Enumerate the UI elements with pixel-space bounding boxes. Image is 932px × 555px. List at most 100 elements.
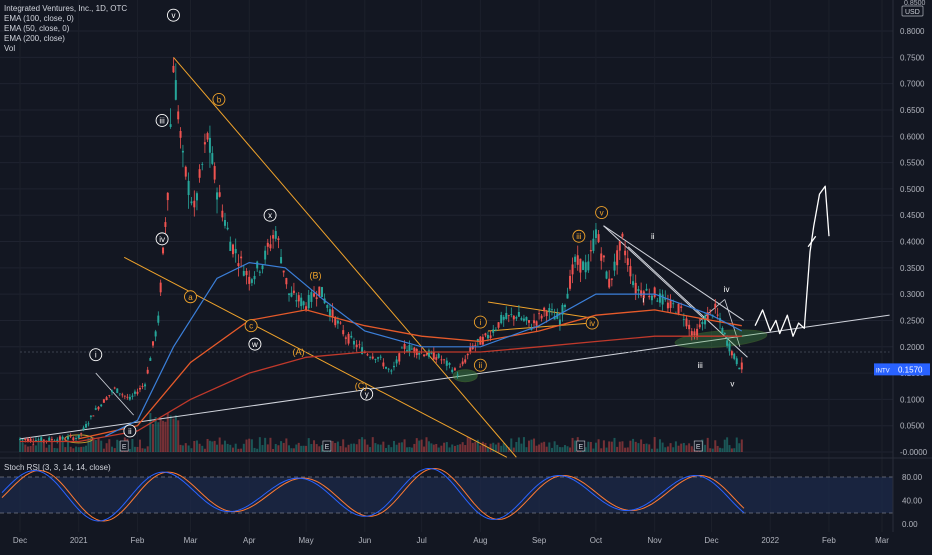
candle-body — [379, 356, 382, 358]
wave-label: iii — [576, 232, 582, 241]
volume-bar — [664, 447, 667, 452]
y-tick-label-partial: 0.8500 — [904, 0, 926, 7]
volume-bar — [459, 444, 462, 452]
candle-body — [315, 297, 318, 300]
candle-body — [355, 344, 358, 348]
volume-bar — [313, 440, 316, 452]
highlight-ellipse — [452, 369, 478, 383]
candle-body — [274, 231, 277, 239]
volume-bar — [350, 443, 353, 452]
candle-body — [680, 306, 683, 308]
volume-bar — [716, 445, 719, 452]
candle-body — [474, 345, 477, 346]
volume-bar — [558, 447, 561, 452]
candle-body — [637, 289, 640, 292]
candle-body — [248, 276, 251, 284]
candle-body — [187, 180, 190, 195]
candle-body — [50, 438, 53, 440]
volume-bar — [102, 448, 105, 452]
volume-bar — [34, 445, 37, 452]
volume-bar — [385, 447, 388, 452]
volume-bar — [709, 448, 712, 452]
ema100-line — [78, 309, 742, 440]
candle-body — [213, 166, 216, 180]
volume-bar — [369, 447, 372, 452]
volume-bar — [266, 444, 269, 452]
volume-bar — [195, 440, 198, 452]
volume-bar — [688, 443, 691, 452]
candle-body — [116, 388, 119, 393]
volume-bar — [82, 446, 85, 452]
volume-bar — [40, 441, 43, 452]
volume-bar — [297, 442, 300, 452]
y-tick-label: 0.2500 — [900, 316, 925, 325]
candle-body — [144, 384, 147, 387]
y-tick-label: 0.6000 — [900, 132, 925, 141]
candle-body — [136, 391, 139, 394]
volume-bar — [451, 444, 454, 452]
volume-bar — [714, 440, 717, 452]
candle-body — [597, 234, 600, 243]
symbol-tag-bg — [874, 363, 894, 376]
volume-bar — [738, 443, 741, 452]
volume-bar — [264, 437, 267, 452]
volume-bar — [162, 420, 165, 452]
wave-line — [724, 299, 741, 347]
candle-body — [642, 291, 645, 299]
candle-body — [342, 330, 345, 335]
wave-label-paren: (C) — [355, 381, 368, 391]
volume-bar — [640, 439, 643, 452]
volume-bar — [37, 441, 40, 452]
wave-label-circle — [123, 424, 137, 438]
candle-body — [369, 357, 372, 358]
candle-body — [538, 313, 541, 315]
candle-body — [512, 315, 515, 320]
wave-label-plain: i — [642, 295, 644, 304]
candle-body — [352, 340, 355, 345]
candle-body — [245, 270, 248, 276]
volume-bar — [136, 446, 139, 452]
volume-bar — [320, 445, 323, 452]
y-tick-label: -0.0000 — [900, 448, 928, 457]
volume-bar — [26, 446, 29, 452]
candle-body — [237, 263, 240, 266]
candle-body — [350, 335, 353, 338]
volume-bar — [218, 437, 221, 452]
candle-body — [395, 359, 398, 364]
earnings-marker — [322, 440, 332, 452]
candle-body — [653, 287, 656, 298]
candle-body — [261, 265, 264, 270]
volume-bar — [288, 445, 291, 452]
candle-body — [507, 315, 510, 317]
candle-body — [569, 275, 572, 289]
legend-ema100[interactable]: EMA (100, close, 0) — [4, 14, 74, 23]
volume-bar — [592, 448, 595, 452]
rsi-legend[interactable]: Stoch RSI (3, 3, 14, 14, close) — [4, 463, 111, 472]
rsi-tick-label: 40.00 — [902, 497, 923, 506]
volume-bar — [530, 439, 533, 452]
wave-label-circle — [585, 316, 599, 330]
volume-bar — [64, 447, 67, 452]
legend-ema200[interactable]: EMA (200, close) — [4, 34, 65, 43]
volume-bar — [594, 442, 597, 452]
candle-body — [432, 351, 435, 360]
legend-vol[interactable]: Vol — [4, 44, 16, 53]
volume-bar — [250, 439, 253, 452]
candle-body — [661, 294, 664, 305]
candle-body — [476, 339, 479, 341]
candle-body — [66, 436, 69, 440]
volume-bar — [390, 447, 393, 452]
candle-body — [706, 312, 709, 320]
volume-bar — [512, 447, 515, 452]
wave-label: c — [249, 322, 253, 331]
y-tick-label: 0.6500 — [900, 106, 925, 115]
candle-body — [310, 292, 313, 302]
volume-bar — [223, 440, 226, 452]
volume-bar — [193, 440, 196, 452]
candle-body — [82, 427, 85, 430]
volume-bar — [138, 439, 141, 452]
candle-body — [258, 271, 261, 273]
volume-bar — [100, 440, 103, 452]
legend-ema50[interactable]: EMA (50, close, 0) — [4, 24, 70, 33]
